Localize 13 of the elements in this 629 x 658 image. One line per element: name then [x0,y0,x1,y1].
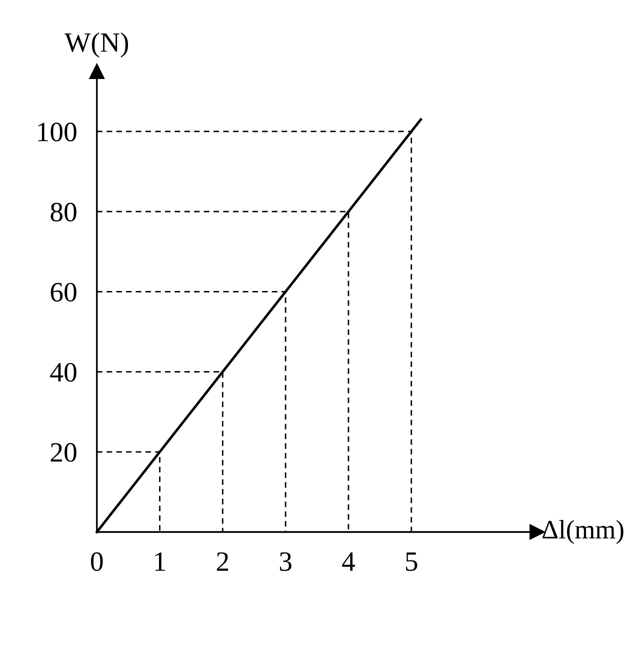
x-tick-label: 4 [342,552,355,571]
x-tick-label: 2 [216,552,228,571]
y-tick-label: 40 [50,362,76,382]
y-tick-label: 80 [50,202,76,222]
x-tick-label: 3 [280,552,292,571]
x-tick-label: 1 [155,552,166,571]
y-axis-title: W(N) [64,32,128,58]
x-axis-title: Δl(mm) [542,520,624,544]
x-tick-label: 0 [90,552,103,571]
y-tick-label: 60 [50,282,76,302]
y-tick-label: 100 [38,122,76,142]
x-tick-label: 5 [406,552,418,571]
y-tick-label: 20 [50,443,76,462]
